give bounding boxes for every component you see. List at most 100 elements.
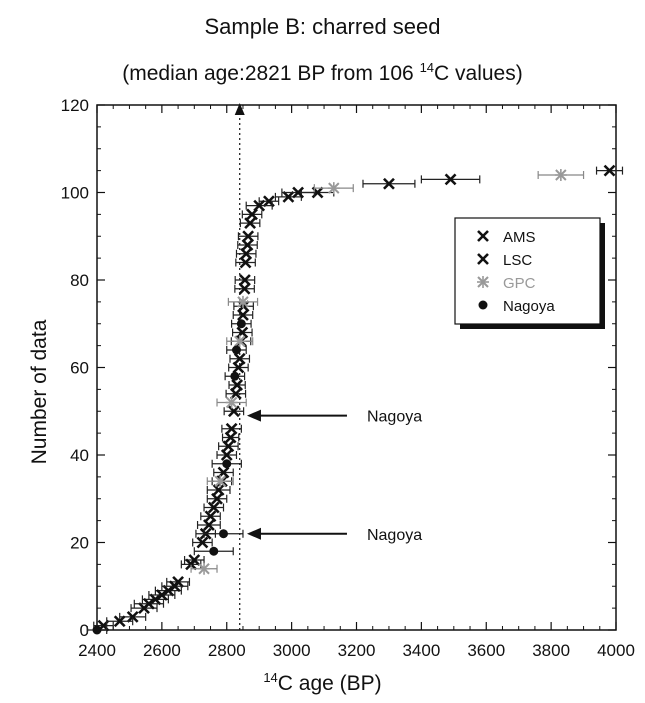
- chart-subtitle: (median age:2821 BP from 106 14C values): [0, 60, 645, 86]
- subtitle-prefix: (median age:2821 BP from 106: [122, 62, 420, 85]
- chart-title: Sample B: charred seed: [204, 14, 441, 39]
- y-tick-label: 120: [61, 96, 89, 115]
- series-lsc-point: [142, 597, 155, 610]
- series-lsc-point-stroke-b: [211, 492, 223, 505]
- annotation-arrow-head: [246, 409, 261, 422]
- series-lsc-point: [238, 282, 251, 295]
- series-lsc-point-stroke-b: [292, 186, 305, 199]
- series-ams-point-stroke-b: [233, 352, 246, 365]
- series-ams-point: [196, 536, 209, 549]
- series-lsc-point: [113, 615, 126, 628]
- series-lsc-point-stroke-b: [229, 387, 242, 400]
- series-lsc-point: [239, 256, 252, 269]
- series-ams-point: [149, 593, 162, 606]
- series-ams-point-stroke-b: [444, 173, 457, 186]
- annotation-arrow-head: [246, 527, 261, 540]
- x-tick-label: 2600: [143, 641, 181, 660]
- median-arrow-head: [234, 103, 245, 115]
- series-lsc-point: [204, 510, 217, 523]
- series-nagoya-point: [231, 345, 241, 355]
- legend-marker-nagoya: [478, 300, 488, 310]
- legend-marker-ams-stroke-b: [477, 230, 489, 242]
- series-ams-point-stroke-b: [220, 449, 233, 461]
- series-ams-point: [233, 352, 246, 365]
- y-tick-label: 60: [70, 359, 89, 378]
- series-ams-point: [603, 164, 616, 177]
- x-tick-label: 3200: [338, 641, 376, 660]
- legend-label-nagoya: Nagoya: [503, 298, 555, 315]
- series-ams-point: [162, 584, 175, 597]
- series-nagoya-point-dot: [222, 459, 232, 469]
- series-lsc-point: [155, 589, 168, 601]
- series-lsc-point: [292, 186, 305, 199]
- series-lsc-point: [244, 217, 257, 230]
- series-ams-point: [231, 379, 244, 391]
- plot-frame: [96, 104, 617, 631]
- series-ams-point-stroke-b: [149, 593, 162, 606]
- series-nagoya: [86, 319, 252, 635]
- y-tick-label: 80: [70, 271, 89, 290]
- subtitle-suffix: C values): [434, 62, 523, 85]
- series-lsc-point-stroke-b: [142, 597, 155, 610]
- series-lsc-point-stroke-b: [225, 422, 238, 435]
- series-gpc-point: [236, 295, 249, 308]
- series-ams-point-stroke-b: [231, 379, 244, 391]
- x-tick-label: 2400: [78, 641, 116, 660]
- series-ams-point-stroke-b: [238, 274, 251, 286]
- series-nagoya-point: [219, 529, 229, 539]
- legend-marker-nagoya-dot: [478, 300, 488, 310]
- y-tick-label: 20: [70, 534, 89, 553]
- series-nagoya-point-dot: [236, 319, 246, 329]
- series-ams-point: [207, 501, 220, 514]
- series-nagoya-point-dot: [231, 345, 241, 355]
- series-nagoya-point-dot: [230, 371, 240, 381]
- series-ams-point: [220, 449, 233, 461]
- series-gpc-point: [233, 335, 246, 348]
- series-ams-point-stroke-b: [162, 584, 175, 597]
- series-ams-point-stroke-b: [240, 247, 253, 260]
- series-nagoya-point: [209, 546, 219, 556]
- series-nagoya-point-dot: [219, 529, 229, 539]
- series-ams-point: [282, 190, 295, 203]
- series-lsc-point: [168, 580, 181, 593]
- series-lsc-point-stroke-b: [113, 615, 126, 628]
- series-gpc-point: [214, 475, 227, 488]
- legend-marker-gpc: [477, 276, 489, 288]
- series-lsc-point-stroke-b: [244, 217, 257, 230]
- series-ams-point-stroke-b: [224, 431, 237, 444]
- series-lsc-point: [222, 440, 235, 453]
- series-ams-point-stroke-b: [227, 405, 240, 418]
- series-ams-point-stroke-b: [207, 501, 220, 514]
- series-lsc-point: [253, 199, 266, 212]
- series-gpc-point: [554, 169, 567, 181]
- legend-label-ams: AMS: [503, 229, 536, 246]
- annotation-label-nagoya: Nagoya: [367, 409, 422, 426]
- y-tick-label: 40: [70, 446, 89, 465]
- series-lsc-point-stroke-b: [168, 580, 181, 593]
- legend-marker-ams: [477, 230, 489, 242]
- x-axis-label-text: C age (BP): [277, 672, 382, 695]
- series-gpc-point: [198, 562, 211, 575]
- series-ams-point: [444, 173, 457, 186]
- series-lsc: [106, 186, 315, 628]
- series-ams-point-stroke-b: [202, 519, 215, 531]
- series-ams-point: [383, 177, 395, 190]
- series-nagoya-point: [230, 371, 240, 381]
- subtitle-superscript: 14: [419, 60, 435, 75]
- series-ams-point: [126, 610, 139, 623]
- series-lsc-point-stroke-b: [204, 510, 217, 523]
- series-ams-point: [202, 519, 215, 531]
- series-gpc-point: [225, 396, 238, 409]
- series-lsc-point-stroke-b: [185, 558, 197, 571]
- series-lsc-point: [185, 558, 197, 571]
- x-tick-label: 4000: [597, 641, 635, 660]
- series-lsc-point: [241, 239, 254, 251]
- series-nagoya-point: [236, 319, 246, 329]
- series-ams-point-stroke-b: [383, 177, 395, 190]
- series-nagoya-point: [92, 625, 102, 635]
- y-tick-label: 0: [80, 621, 89, 640]
- series-lsc-point: [232, 361, 245, 374]
- series-lsc-point-stroke-b: [253, 199, 266, 212]
- series-lsc-point: [229, 387, 242, 400]
- series-ams-point-stroke-b: [282, 190, 295, 203]
